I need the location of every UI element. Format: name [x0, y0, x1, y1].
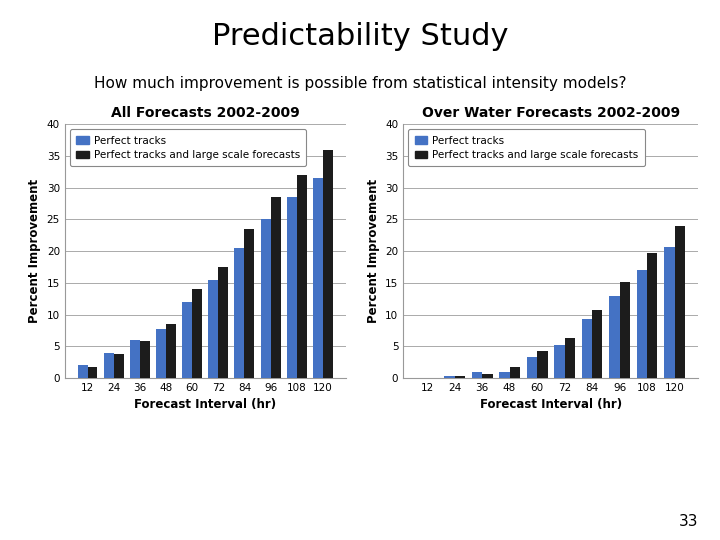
- Bar: [647, 253, 657, 378]
- Bar: [444, 376, 454, 378]
- Bar: [636, 270, 647, 378]
- Bar: [192, 289, 202, 378]
- Bar: [664, 247, 675, 378]
- Bar: [114, 354, 124, 378]
- Bar: [554, 345, 564, 378]
- Bar: [323, 150, 333, 378]
- Bar: [537, 352, 547, 378]
- Bar: [297, 175, 307, 378]
- Bar: [218, 267, 228, 378]
- Text: Predictability Study: Predictability Study: [212, 22, 508, 51]
- Bar: [182, 302, 192, 378]
- Bar: [130, 340, 140, 378]
- Bar: [261, 219, 271, 378]
- X-axis label: Forecast Interval (hr): Forecast Interval (hr): [480, 399, 622, 411]
- Bar: [235, 248, 244, 378]
- Bar: [675, 226, 685, 378]
- Bar: [609, 295, 619, 378]
- Bar: [472, 372, 482, 378]
- Title: Over Water Forecasts 2002-2009: Over Water Forecasts 2002-2009: [422, 106, 680, 120]
- Bar: [592, 310, 603, 378]
- Bar: [499, 372, 510, 378]
- Bar: [526, 357, 537, 378]
- Bar: [510, 367, 520, 378]
- Bar: [271, 197, 281, 378]
- Bar: [582, 319, 592, 378]
- Bar: [88, 367, 97, 378]
- X-axis label: Forecast Interval (hr): Forecast Interval (hr): [134, 399, 276, 411]
- Bar: [156, 328, 166, 378]
- Bar: [619, 281, 630, 378]
- Bar: [287, 197, 297, 378]
- Title: All Forecasts 2002-2009: All Forecasts 2002-2009: [111, 106, 300, 120]
- Bar: [313, 178, 323, 378]
- Bar: [166, 324, 176, 378]
- Bar: [454, 376, 465, 378]
- Bar: [244, 229, 254, 378]
- Bar: [78, 365, 88, 378]
- Text: How much improvement is possible from statistical intensity models?: How much improvement is possible from st…: [94, 76, 626, 91]
- Bar: [140, 341, 150, 378]
- Y-axis label: Percent Improvement: Percent Improvement: [366, 179, 379, 323]
- Bar: [564, 338, 575, 378]
- Legend: Perfect tracks, Perfect tracks and large scale forecasts: Perfect tracks, Perfect tracks and large…: [408, 130, 645, 166]
- Bar: [104, 353, 114, 378]
- Text: 33: 33: [679, 514, 698, 529]
- Bar: [208, 280, 218, 378]
- Bar: [482, 374, 492, 378]
- Y-axis label: Percent Improvement: Percent Improvement: [28, 179, 41, 323]
- Legend: Perfect tracks, Perfect tracks and large scale forecasts: Perfect tracks, Perfect tracks and large…: [70, 130, 307, 166]
